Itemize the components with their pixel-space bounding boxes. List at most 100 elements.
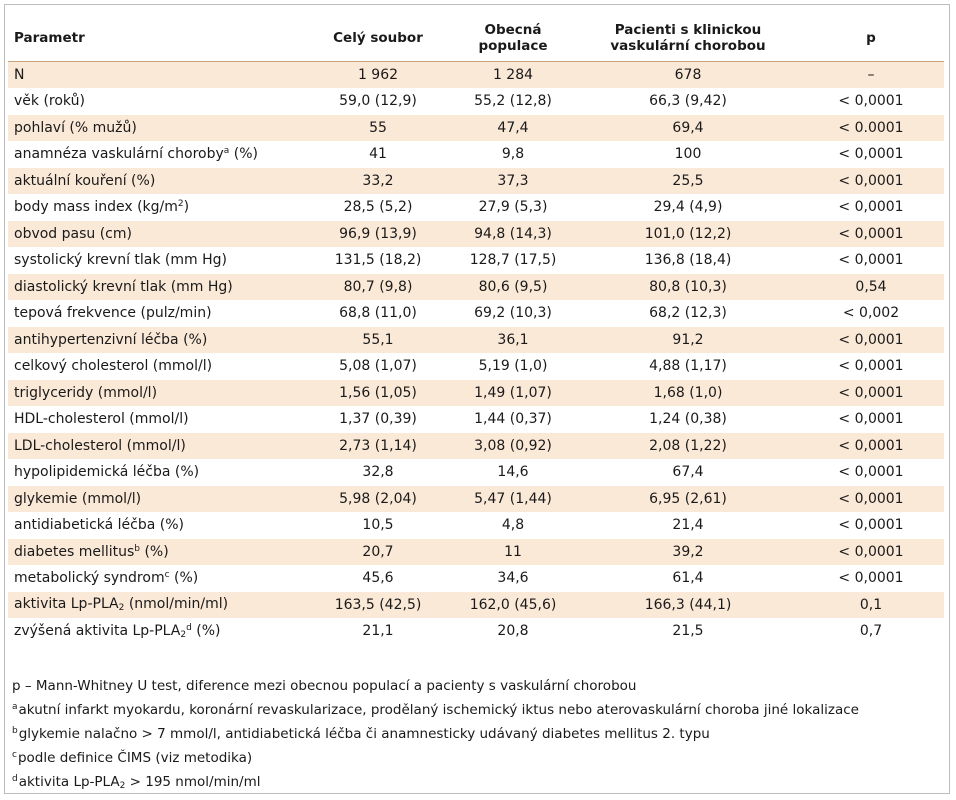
table-row: věk (roků) 59,0 (12,9) 55,2 (12,8) 66,3 (9,… — [8, 88, 944, 115]
value-pacienti: 100 — [578, 141, 798, 168]
table-row: HDL-cholesterol (mmol/l) 1,37 (0,39) 1,44 … — [8, 406, 944, 433]
value-p: < 0,0001 — [798, 432, 944, 460]
footnote-text: akutní infarkt myokardu, koronární revas… — [18, 702, 859, 718]
value-pacienti: 678 — [578, 61, 798, 89]
table-row: hypolipidemická léčba (%) 32,8 14,6 67,4 < 0… — [8, 459, 944, 486]
value-p: < 0,0001 — [798, 485, 944, 513]
row-label: tepová frekvence (pulz/min) — [8, 300, 308, 327]
value-p: < 0,0001 — [798, 194, 944, 221]
row-label-text: věk (roků) — [14, 93, 85, 110]
table-row: body mass index (kg/m2) 28,5 (5,2) 27,9 (5… — [8, 194, 944, 221]
row-label: věk (roků) — [8, 88, 308, 115]
row-label-text: glykemie (mmol/l) — [14, 490, 142, 507]
header-parametr: Parametr — [8, 15, 308, 62]
row-label-text: body mass index (kg/m — [14, 199, 178, 216]
value-obecna-populace: 36,1 — [448, 326, 578, 354]
row-label-text: zvýšená aktivita Lp-PLA — [14, 622, 181, 639]
footnote-mark: c — [12, 750, 17, 760]
table-row: zvýšená aktivita Lp-PLA2d (%) 21,1 20,8 21,… — [8, 618, 944, 645]
value-obecna-populace: 1 284 — [448, 61, 578, 89]
row-label: pohlaví (% mužů) — [8, 114, 308, 142]
footnotes: p – Mann-Whitney U test, diference mezi … — [12, 676, 942, 797]
row-label-suffix: (nmol/min/ml) — [124, 596, 229, 613]
value-p: < 0,0001 — [798, 141, 944, 168]
value-cely-soubor: 80,7 (9,8) — [308, 273, 448, 301]
value-cely-soubor: 45,6 — [308, 565, 448, 592]
table-row: tepová frekvence (pulz/min) 68,8 (11,0) 69… — [8, 300, 944, 327]
row-label: obvod pasu (cm) — [8, 220, 308, 248]
value-p: < 0,0001 — [798, 565, 944, 592]
value-obecna-populace: 37,3 — [448, 167, 578, 195]
value-pacienti: 80,8 (10,3) — [578, 273, 798, 301]
value-cely-soubor: 59,0 (12,9) — [308, 88, 448, 115]
data-table: Parametr Celý soubor Obecná populace Pac… — [8, 15, 944, 645]
footnote-mark: d — [12, 774, 18, 784]
value-pacienti: 21,5 — [578, 618, 798, 645]
table-row: LDL-cholesterol (mmol/l) 2,73 (1,14) 3,08 … — [8, 432, 944, 460]
value-pacienti: 67,4 — [578, 459, 798, 486]
value-p: < 0,0001 — [798, 353, 944, 380]
table-row: N 1 962 1 284 678– — [8, 61, 944, 89]
table-row: diabetes mellitusb (%) 20,7 11 39,2 < 0,0001 — [8, 538, 944, 566]
table-frame — [4, 4, 950, 794]
footnote-mark: b — [12, 726, 18, 736]
value-pacienti: 68,2 (12,3) — [578, 300, 798, 327]
row-label: glykemie (mmol/l) — [8, 485, 308, 513]
value-pacienti: 136,8 (18,4) — [578, 247, 798, 274]
table-row: anamnéza vaskulární chorobya (%) 41 9,8 100… — [8, 141, 944, 168]
footnote-text-suffix: > 195 nmol/min/ml — [125, 774, 261, 790]
value-obecna-populace: 94,8 (14,3) — [448, 220, 578, 248]
superscript: b — [134, 543, 140, 554]
table-row: aktuální kouření (%) 33,2 37,3 25,5 < 0,0001 — [8, 167, 944, 195]
header-pacienti: Pacienti s klinickou vaskulární chorobou — [578, 15, 798, 62]
row-label-text: HDL-cholesterol (mmol/l) — [14, 411, 189, 428]
value-cely-soubor: 28,5 (5,2) — [308, 194, 448, 221]
value-pacienti: 91,2 — [578, 326, 798, 354]
value-obecna-populace: 9,8 — [448, 141, 578, 168]
value-cely-soubor: 5,08 (1,07) — [308, 353, 448, 380]
table-row: obvod pasu (cm) 96,9 (13,9) 94,8 (14,3) 101… — [8, 220, 944, 248]
value-p: < 0,0001 — [798, 220, 944, 248]
value-pacienti: 101,0 (12,2) — [578, 220, 798, 248]
row-label-text: tepová frekvence (pulz/min) — [14, 305, 212, 322]
value-obecna-populace: 27,9 (5,3) — [448, 194, 578, 221]
superscript: d — [186, 622, 192, 633]
row-label-text: antihypertenzivní léčba (%) — [14, 331, 208, 348]
value-obecna-populace: 55,2 (12,8) — [448, 88, 578, 115]
value-pacienti: 25,5 — [578, 167, 798, 195]
value-obecna-populace: 162,0 (45,6) — [448, 591, 578, 619]
row-label-text: N — [14, 66, 25, 83]
footnote-text: glykemie nalačno > 7 mmol/l, antidiabeti… — [18, 726, 710, 742]
value-pacienti: 21,4 — [578, 512, 798, 539]
value-obecna-populace: 11 — [448, 538, 578, 566]
table-row: metabolický syndromc (%) 45,6 34,6 61,4 < 0,… — [8, 565, 944, 592]
footnote: bglykemie nalačno > 7 mmol/l, antidiabet… — [12, 721, 942, 745]
value-cely-soubor: 41 — [308, 141, 448, 168]
row-label: anamnéza vaskulární chorobya (%) — [8, 141, 308, 168]
value-cely-soubor: 55 — [308, 114, 448, 142]
value-pacienti: 2,08 (1,22) — [578, 432, 798, 460]
table-row: triglyceridy (mmol/l) 1,56 (1,05) 1,49 (1,… — [8, 379, 944, 407]
row-label: metabolický syndromc (%) — [8, 565, 308, 592]
table-row: pohlaví (% mužů) 55 47,4 69,4 < 0.0001 — [8, 114, 944, 142]
row-label: zvýšená aktivita Lp-PLA2d (%) — [8, 618, 308, 645]
value-obecna-populace: 14,6 — [448, 459, 578, 486]
value-cely-soubor: 68,8 (11,0) — [308, 300, 448, 327]
footnote-mark: a — [12, 702, 18, 712]
row-label: HDL-cholesterol (mmol/l) — [8, 406, 308, 433]
row-label: N — [8, 61, 308, 89]
value-obecna-populace: 4,8 — [448, 512, 578, 539]
value-cely-soubor: 1,37 (0,39) — [308, 406, 448, 433]
value-pacienti: 1,68 (1,0) — [578, 379, 798, 407]
value-pacienti: 1,24 (0,38) — [578, 406, 798, 433]
value-p: 0,1 — [798, 591, 944, 619]
value-cely-soubor: 33,2 — [308, 167, 448, 195]
value-p: 0,54 — [798, 273, 944, 301]
row-label-text: antidiabetická léčba (%) — [14, 517, 184, 534]
value-obecna-populace: 69,2 (10,3) — [448, 300, 578, 327]
value-p: < 0,002 — [798, 300, 944, 327]
value-p: < 0,0001 — [798, 247, 944, 274]
value-cely-soubor: 10,5 — [308, 512, 448, 539]
value-p: < 0,0001 — [798, 512, 944, 539]
subscript: 2 — [180, 629, 187, 640]
